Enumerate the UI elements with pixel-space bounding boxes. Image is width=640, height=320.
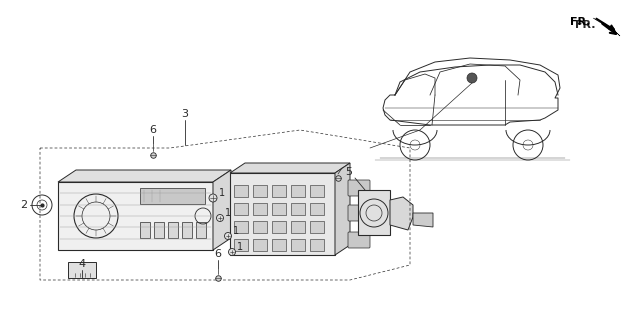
Bar <box>234 185 248 197</box>
Bar <box>310 185 324 197</box>
Bar <box>168 222 178 238</box>
Bar <box>253 221 267 233</box>
Bar <box>253 185 267 197</box>
Text: 1: 1 <box>237 242 243 252</box>
Bar <box>272 203 286 215</box>
Text: FR.: FR. <box>575 20 595 30</box>
Bar <box>310 221 324 233</box>
FancyBboxPatch shape <box>348 232 370 248</box>
Text: 1: 1 <box>219 188 225 198</box>
Polygon shape <box>58 170 231 182</box>
Circle shape <box>209 194 217 202</box>
Polygon shape <box>213 170 231 250</box>
Bar <box>253 203 267 215</box>
Text: 3: 3 <box>182 109 189 119</box>
Circle shape <box>216 214 223 221</box>
Polygon shape <box>413 213 433 227</box>
Bar <box>196 222 206 238</box>
Bar <box>234 221 248 233</box>
Bar <box>310 203 324 215</box>
Bar <box>291 221 305 233</box>
Bar <box>310 239 324 251</box>
Bar <box>140 222 150 238</box>
Bar <box>253 239 267 251</box>
Polygon shape <box>358 190 390 235</box>
Text: 4: 4 <box>79 259 86 269</box>
Polygon shape <box>58 182 213 250</box>
Circle shape <box>467 73 477 83</box>
Bar <box>234 239 248 251</box>
Bar <box>272 185 286 197</box>
FancyBboxPatch shape <box>348 205 370 221</box>
Text: 2: 2 <box>20 200 28 210</box>
Bar <box>140 188 205 204</box>
FancyBboxPatch shape <box>348 180 370 196</box>
Text: 6: 6 <box>150 125 157 135</box>
Circle shape <box>228 249 236 255</box>
Polygon shape <box>390 197 413 230</box>
Text: FR.: FR. <box>570 17 591 27</box>
Text: 6: 6 <box>214 249 221 259</box>
Bar <box>291 185 305 197</box>
Polygon shape <box>593 18 620 36</box>
Bar <box>68 262 96 278</box>
Bar <box>291 203 305 215</box>
Text: 5: 5 <box>346 167 353 177</box>
Text: 1: 1 <box>225 208 231 218</box>
Bar <box>272 239 286 251</box>
Polygon shape <box>230 163 350 173</box>
Bar <box>272 221 286 233</box>
Polygon shape <box>335 163 350 255</box>
Bar <box>154 222 164 238</box>
Bar <box>182 222 192 238</box>
Circle shape <box>225 233 232 239</box>
Text: 1: 1 <box>233 226 239 236</box>
Polygon shape <box>230 173 335 255</box>
Bar <box>234 203 248 215</box>
Bar <box>291 239 305 251</box>
